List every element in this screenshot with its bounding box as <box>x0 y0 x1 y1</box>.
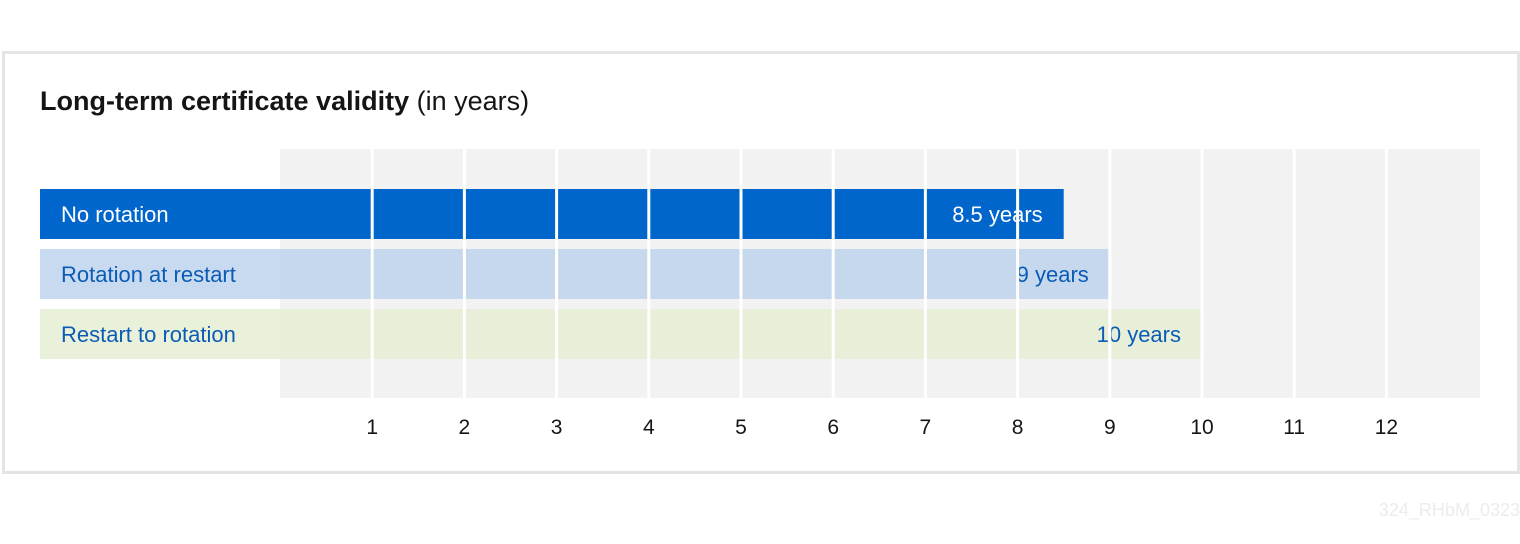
x-tick-label: 10 <box>1190 416 1213 439</box>
x-tick-label: 6 <box>827 416 839 439</box>
x-tick-label: 4 <box>643 416 655 439</box>
x-tick-label: 8 <box>1012 416 1024 439</box>
x-tick-label: 7 <box>920 416 932 439</box>
bar-2 <box>40 249 1110 299</box>
figure-id-watermark: 324_RHbM_0323 <box>1378 500 1520 520</box>
chart-title-main: Long-term certificate validity <box>40 86 410 116</box>
chart-title-unit: (in years) <box>416 86 530 116</box>
bar-value-label: 9 years <box>1017 262 1089 287</box>
x-tick-label: 2 <box>459 416 471 439</box>
bar-3 <box>40 309 1202 359</box>
x-tick-label: 1 <box>366 416 378 439</box>
x-tick-label: 11 <box>1283 416 1305 439</box>
chart-title: Long-term certificate validity (in years… <box>40 86 529 117</box>
bar-value-label: 8.5 years <box>952 202 1043 227</box>
bar-category-label: Restart to rotation <box>61 322 236 347</box>
bar-category-label: No rotation <box>61 202 169 227</box>
x-tick-label: 9 <box>1104 416 1116 439</box>
bar-category-label: Rotation at restart <box>61 262 236 287</box>
x-tick-label: 3 <box>551 416 563 439</box>
bar-1 <box>40 189 1064 239</box>
x-tick-label: 5 <box>735 416 747 439</box>
x-tick-label: 12 <box>1375 416 1398 439</box>
